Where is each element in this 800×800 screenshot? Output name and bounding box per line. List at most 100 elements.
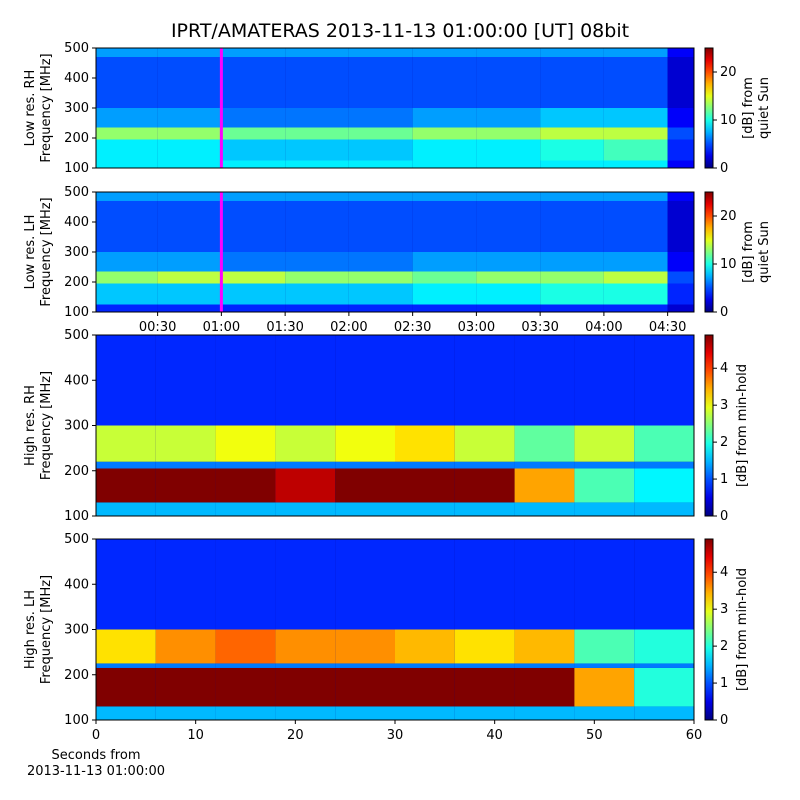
colorbar-tick-label: 20 [720,209,737,224]
heatmap-cell [603,57,668,78]
heatmap-cell [96,663,156,668]
x-tick-label: 40 [486,728,503,743]
heatmap-cell [348,139,413,161]
heatmap-cell [96,57,158,78]
heatmap-cell [285,160,349,168]
heatmap-cell [215,667,276,707]
heatmap-cell [285,304,349,312]
x-tick-label: 60 [686,728,703,743]
x-tick-label: 0 [92,728,100,743]
heatmap-cell [96,252,158,272]
y-axis-label: Low res. RHFrequency [MHz] [23,53,54,162]
heatmap-cell [155,461,216,469]
heatmap-cell [603,252,668,272]
heatmap-cell [667,139,694,161]
heatmap-cell [412,57,477,78]
heatmap-cell [348,201,413,222]
y-tick-label: 500 [64,185,89,200]
heatmap-cell [395,468,455,503]
x-tick-label: 20 [287,728,304,743]
heatmap-cell [667,222,694,252]
heatmap-cell [96,629,156,664]
heatmap-cell [412,304,477,312]
heatmap-cell [348,78,413,108]
heatmap-cell [540,201,604,222]
colorbar-label: [dB] from min-hold [735,364,750,487]
heatmap-cell [215,461,276,469]
heatmap-cell [335,663,395,668]
heatmap-cell [96,283,158,305]
heatmap-cell [155,663,216,668]
heatmap-cell [454,706,515,720]
heatmap-cell [412,271,477,284]
heatmap-cell [540,57,604,78]
heatmap-cell [275,629,336,664]
x-tick-label: 10 [187,728,204,743]
heatmap-cell [157,201,222,222]
heatmap-cell [215,706,276,720]
heatmap-cell [476,192,541,201]
colorbar [704,191,714,313]
heatmap-cell [96,139,158,161]
heatmap-cell [412,108,477,128]
y-tick-label: 300 [64,419,89,434]
colorbar-tick-label: 4 [720,361,728,376]
heatmap-cell [335,425,395,462]
heatmap-cell [454,335,515,426]
heatmap-cell [275,502,336,516]
y-tick-label: 400 [64,215,89,230]
heatmap-cell [574,706,635,720]
heatmap-cell [221,48,286,57]
heatmap-cell [275,539,336,630]
heatmap-cell [634,502,694,516]
heatmap-cell [603,108,668,128]
x-tick-label: 03:00 [458,320,495,335]
heatmap-cell [574,539,635,630]
heatmap-cell [540,78,604,108]
heatmap-cell [454,539,515,630]
heatmap-cell [96,127,158,140]
heatmap-cell [603,127,668,140]
heatmap-cell [221,271,286,284]
heatmap-cell [476,222,541,252]
colorbar-tick-label: 4 [720,565,728,580]
heatmap-cell [634,461,694,469]
heatmap-cell [634,667,694,707]
heatmap-cell [275,706,336,720]
heatmap-cell [96,425,156,462]
heatmap-cell [221,192,286,201]
colorbar-tick-label: 0 [720,509,728,524]
x-tick-label: 00:30 [139,320,176,335]
x-tick-label: 30 [387,728,404,743]
x-tick-label: 02:30 [394,320,431,335]
heatmap-cell [603,78,668,108]
heatmap-cell [157,48,222,57]
heatmap-cell [634,629,694,664]
heatmap-cell [540,108,604,128]
heatmap-cell [395,425,455,462]
heatmap-cell [395,663,455,668]
colorbar [704,47,714,169]
heatmap-cell [335,502,395,516]
heatmap-cell [285,78,349,108]
colorbar-tick-label: 3 [720,398,728,413]
heatmap-cell [412,222,477,252]
heatmap-cell [412,78,477,108]
heatmap-cell [155,667,216,707]
heatmap-cell [155,706,216,720]
y-axis-label-line: Frequency [MHz] [39,575,54,684]
heatmap-cell [157,108,222,128]
heatmap-cell [155,539,216,630]
heatmap-cell [395,629,455,664]
x-tick-label: 01:30 [266,320,303,335]
heatmap-cell [157,252,222,272]
y-tick-label: 500 [64,532,89,547]
y-axis-label-line: Low res. LH [23,215,38,290]
heatmap-cell [96,271,158,284]
heatmap-cell [157,127,222,140]
heatmap-cell [603,283,668,305]
heatmap-cell [155,335,216,426]
heatmap-cell [634,539,694,630]
heatmap-cell [476,160,541,168]
heatmap-cell [412,48,477,57]
